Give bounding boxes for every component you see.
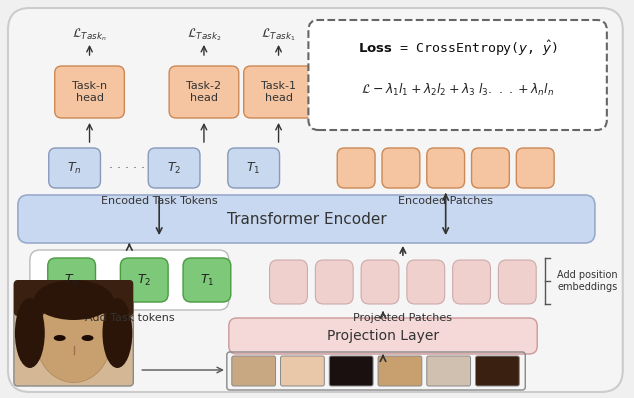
FancyBboxPatch shape	[228, 148, 280, 188]
FancyBboxPatch shape	[476, 356, 519, 386]
Text: Encoded Patches: Encoded Patches	[398, 196, 493, 206]
FancyBboxPatch shape	[308, 20, 607, 130]
Text: Add Task tokens: Add Task tokens	[84, 313, 174, 323]
FancyBboxPatch shape	[14, 281, 133, 386]
FancyBboxPatch shape	[315, 260, 353, 304]
Ellipse shape	[34, 280, 113, 320]
FancyBboxPatch shape	[453, 260, 491, 304]
Text: $T_2$: $T_2$	[167, 160, 181, 176]
Text: Encoded Task Tokens: Encoded Task Tokens	[101, 196, 217, 206]
Text: Task-n
head: Task-n head	[72, 81, 107, 103]
FancyBboxPatch shape	[49, 148, 100, 188]
Text: Projection Layer: Projection Layer	[327, 329, 439, 343]
FancyBboxPatch shape	[232, 356, 276, 386]
FancyBboxPatch shape	[148, 148, 200, 188]
FancyBboxPatch shape	[14, 280, 133, 316]
FancyBboxPatch shape	[361, 260, 399, 304]
FancyBboxPatch shape	[280, 356, 325, 386]
Text: Add position
embeddings: Add position embeddings	[557, 270, 618, 292]
FancyBboxPatch shape	[427, 148, 465, 188]
Text: Task-2
head: Task-2 head	[186, 81, 221, 103]
FancyBboxPatch shape	[337, 148, 375, 188]
Text: $T_2$: $T_2$	[137, 273, 152, 287]
FancyBboxPatch shape	[407, 260, 444, 304]
Text: $\mathcal{L} - \lambda_1 l_1 + \lambda_2 l_2 + \lambda_3\ l_3.\ .\ .+\lambda_n l: $\mathcal{L} - \lambda_1 l_1 + \lambda_2…	[361, 82, 554, 98]
FancyBboxPatch shape	[378, 356, 422, 386]
Ellipse shape	[15, 298, 45, 368]
FancyBboxPatch shape	[183, 258, 231, 302]
FancyBboxPatch shape	[382, 148, 420, 188]
Text: $\mathcal{L}_{Task_1}$: $\mathcal{L}_{Task_1}$	[261, 27, 296, 43]
FancyBboxPatch shape	[427, 356, 470, 386]
Ellipse shape	[82, 335, 93, 341]
Text: Projected Patches: Projected Patches	[353, 313, 453, 323]
FancyBboxPatch shape	[269, 260, 307, 304]
Text: Task-1
head: Task-1 head	[261, 81, 296, 103]
FancyBboxPatch shape	[472, 148, 509, 188]
Ellipse shape	[36, 297, 111, 382]
Ellipse shape	[54, 335, 66, 341]
Text: $\mathbf{Loss}$ = CrossEntropy($y$, $\hat{y}$): $\mathbf{Loss}$ = CrossEntropy($y$, $\ha…	[358, 39, 557, 58]
FancyBboxPatch shape	[243, 66, 313, 118]
Text: · · · · ·: · · · · ·	[109, 162, 145, 174]
Text: $T_1$: $T_1$	[200, 273, 214, 287]
FancyBboxPatch shape	[30, 250, 229, 310]
FancyBboxPatch shape	[229, 318, 537, 354]
Text: $T_1$: $T_1$	[247, 160, 261, 176]
Ellipse shape	[103, 298, 133, 368]
Text: Transformer Encoder: Transformer Encoder	[226, 211, 386, 226]
FancyBboxPatch shape	[8, 8, 623, 392]
Text: $\mathcal{L}_{Task_2}$: $\mathcal{L}_{Task_2}$	[187, 27, 221, 43]
Text: $T_n$: $T_n$	[67, 160, 82, 176]
Text: $\mathcal{L}_{Task_n}$: $\mathcal{L}_{Task_n}$	[72, 27, 107, 43]
FancyBboxPatch shape	[169, 66, 239, 118]
FancyBboxPatch shape	[329, 356, 373, 386]
FancyBboxPatch shape	[18, 195, 595, 243]
Text: $T_n$: $T_n$	[64, 273, 79, 287]
FancyBboxPatch shape	[516, 148, 554, 188]
FancyBboxPatch shape	[498, 260, 536, 304]
FancyBboxPatch shape	[120, 258, 168, 302]
FancyBboxPatch shape	[55, 66, 124, 118]
FancyBboxPatch shape	[48, 258, 96, 302]
